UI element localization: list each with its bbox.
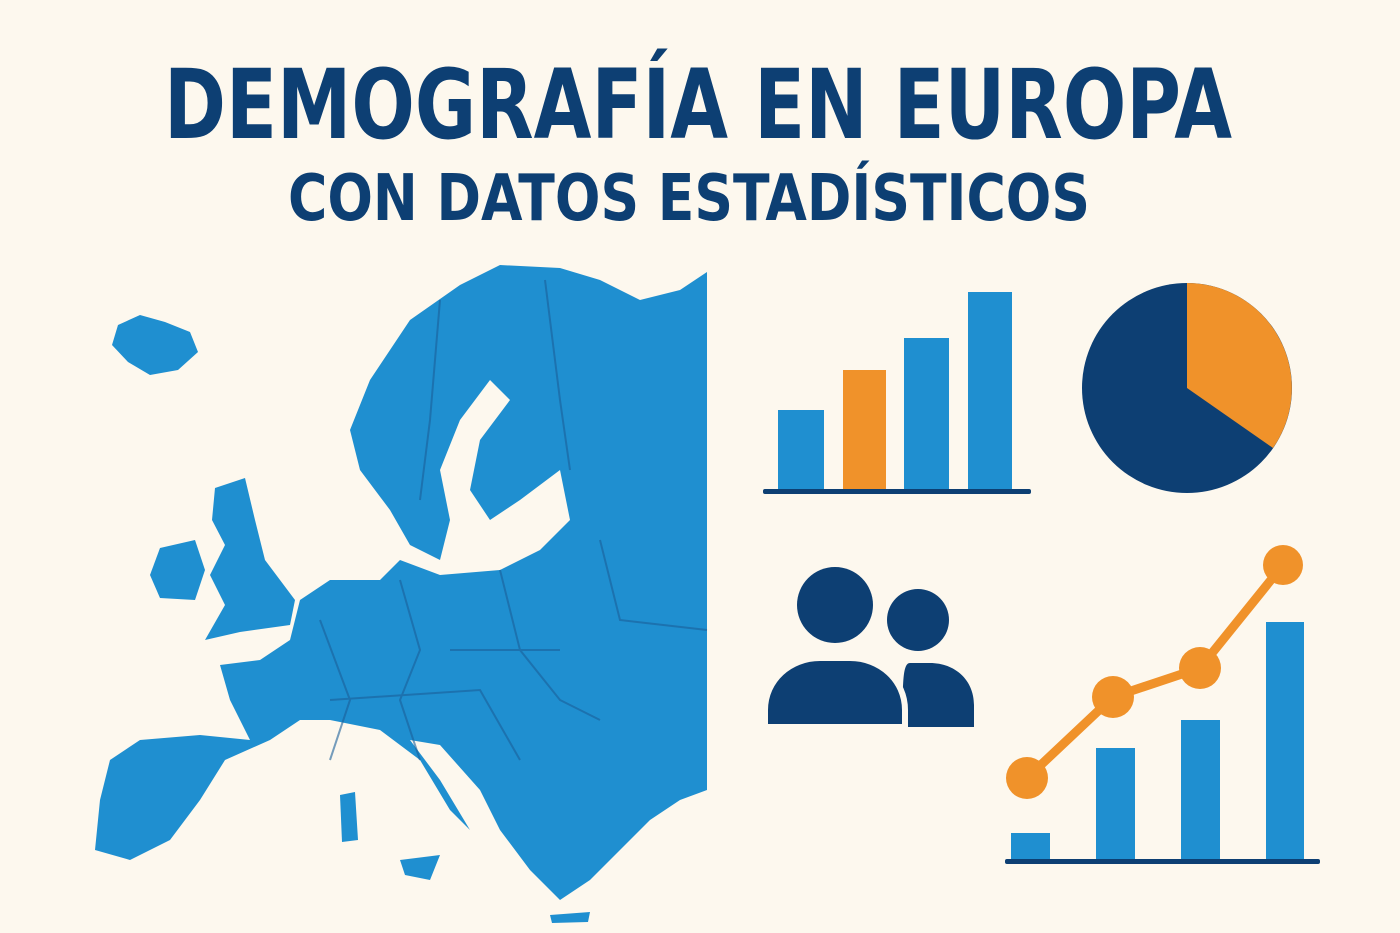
trend-point xyxy=(1263,545,1303,585)
trend-chart-icon xyxy=(1005,545,1320,864)
iceland xyxy=(112,315,198,375)
icon-bar xyxy=(778,410,824,490)
sicily xyxy=(400,855,440,880)
icon-bar xyxy=(1181,720,1220,860)
title: DEMOGRAFÍA EN EUROPA xyxy=(164,48,1232,161)
person-body xyxy=(762,655,908,730)
person-head xyxy=(797,567,873,643)
icon-bar xyxy=(1266,622,1304,860)
pie-chart-icon xyxy=(1082,283,1292,493)
borders xyxy=(319,279,708,761)
crete xyxy=(550,912,590,923)
icon-bar xyxy=(904,338,949,490)
person-body xyxy=(900,663,974,727)
icon-baseline xyxy=(1005,859,1320,864)
bar-chart-icon xyxy=(763,292,1031,494)
icon-bar xyxy=(1011,833,1050,860)
people-icon xyxy=(762,567,974,730)
britain xyxy=(205,478,295,640)
icon-bar xyxy=(1096,748,1135,860)
subtitle: CON DATOS ESTADÍSTICOS xyxy=(288,160,1090,236)
icon-baseline xyxy=(763,489,1031,494)
trend-point xyxy=(1179,647,1221,689)
sardinia xyxy=(340,792,358,842)
trend-point xyxy=(1006,757,1048,799)
trend-point xyxy=(1092,676,1134,718)
ireland xyxy=(150,540,205,600)
europe-map xyxy=(95,265,708,923)
pie-slice xyxy=(1187,283,1292,448)
trend-line xyxy=(1023,562,1287,782)
icon-bar xyxy=(843,370,886,490)
icon-bar xyxy=(968,292,1012,490)
person-head xyxy=(887,589,949,651)
